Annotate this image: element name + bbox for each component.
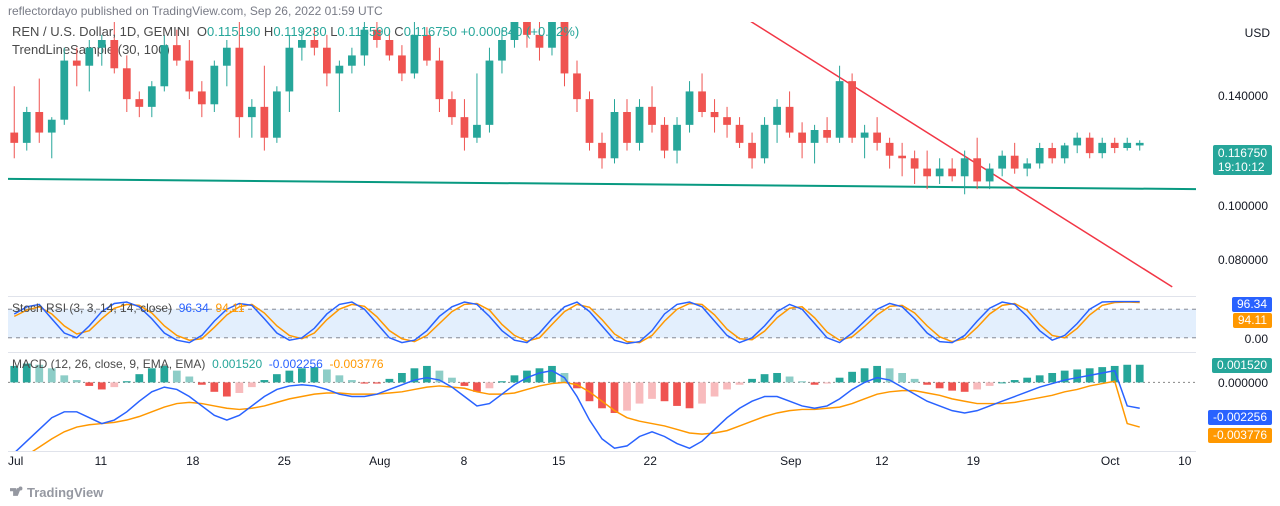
stoch-label: Stoch RSI (3, 3, 14, 14, close) 96.34 94… <box>12 301 245 315</box>
y-tick: 0.080000 <box>1218 253 1268 267</box>
time-axis: Jul 11 18 25 Aug 8 15 22 Sep 12 19 Oct 10 <box>8 454 1196 474</box>
macd-badge: -0.002256 <box>1208 410 1272 425</box>
y-tick: 0.100000 <box>1218 199 1268 213</box>
pair-name: REN / U.S. Dollar, 1D, GEMINI <box>12 24 190 39</box>
price-y-axis: 0.1400000.1200000.1000000.0800000.116750… <box>1200 22 1272 292</box>
stoch-rsi-panel[interactable]: Stoch RSI (3, 3, 14, 14, close) 96.34 94… <box>8 296 1196 350</box>
x-tick: 15 <box>552 454 565 468</box>
stoch-y-axis: 96.3494.11 0.00 <box>1200 296 1272 350</box>
publish-header: reflectordayo published on TradingView.c… <box>0 0 1280 22</box>
current-price: 0.116750 <box>1218 146 1267 160</box>
countdown: 19:10:12 <box>1218 160 1267 174</box>
stoch-zero-tick: 0.00 <box>1245 332 1268 346</box>
x-tick: 19 <box>967 454 980 468</box>
macd-zero-tick: 0.000000 <box>1218 376 1268 390</box>
y-tick: 0.140000 <box>1218 89 1268 103</box>
x-tick: 12 <box>875 454 888 468</box>
tradingview-watermark: TradingView <box>10 485 103 500</box>
x-tick: Aug <box>369 454 390 468</box>
macd-badge: -0.003776 <box>1208 428 1272 443</box>
stoch-badge: 94.11 <box>1233 313 1272 328</box>
stoch-badge: 96.34 <box>1232 297 1272 312</box>
macd-panel[interactable]: MACD (12, 26, close, 9, EMA, EMA) 0.0015… <box>8 352 1196 452</box>
x-tick: 11 <box>95 454 107 468</box>
x-tick: 18 <box>186 454 199 468</box>
x-tick: Sep <box>780 454 801 468</box>
x-tick: Oct <box>1101 454 1120 468</box>
x-tick: 22 <box>644 454 657 468</box>
x-tick: 25 <box>278 454 291 468</box>
x-tick: 8 <box>461 454 468 468</box>
price-badge: 0.11675019:10:12 <box>1213 145 1272 175</box>
macd-y-axis: 0.001520 -0.002256 -0.003776 0.000000 <box>1200 352 1272 452</box>
price-chart[interactable] <box>8 22 1196 292</box>
x-tick: Jul <box>8 454 23 468</box>
ohlc-readout: REN / U.S. Dollar, 1D, GEMINI O0.115190 … <box>12 24 579 39</box>
x-tick: 10 <box>1178 454 1191 468</box>
macd-label: MACD (12, 26, close, 9, EMA, EMA) 0.0015… <box>12 357 384 371</box>
macd-badge: 0.001520 <box>1212 358 1272 373</box>
